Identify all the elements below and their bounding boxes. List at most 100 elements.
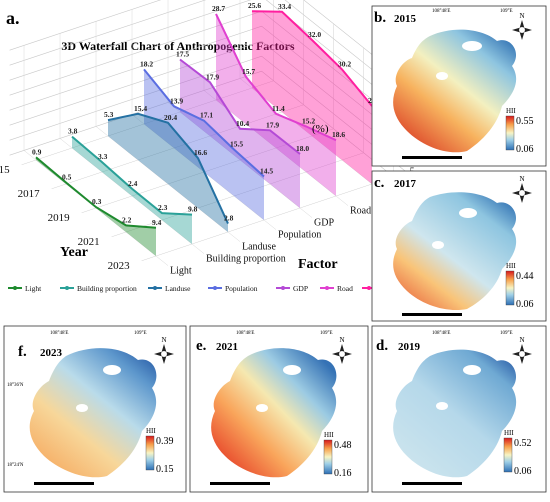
x-axis-label: Year	[60, 245, 88, 260]
legend-marker	[13, 286, 17, 290]
map-lon1: 108°48'E	[50, 331, 68, 336]
data-label: 17.9	[266, 120, 279, 129]
data-label: 15.2	[302, 116, 315, 125]
panel-a-letter: a.	[6, 8, 20, 28]
map-panel-2015: b. 2015 N HII 0.55 0.06 108°48'E 109°E	[371, 5, 547, 167]
data-label: 17.1	[200, 111, 213, 120]
map-lon1: 108°48'E	[432, 331, 450, 336]
year-tick-label: 2019	[48, 212, 71, 224]
series-line	[35, 156, 157, 229]
data-label: 18.0	[296, 144, 309, 153]
grid-line	[51, 0, 304, 190]
y-axis-label: Factor	[298, 257, 338, 272]
map-year: 2021	[216, 341, 238, 353]
hii-legend-title: HII	[506, 262, 516, 270]
data-label: 5.3	[104, 110, 114, 119]
map-lat1: 18°36'N	[7, 383, 24, 388]
chart-series-areas	[35, 10, 373, 256]
data-label: 25.6	[248, 1, 261, 10]
data-label: 18.2	[140, 59, 153, 68]
data-label: 2.2	[122, 215, 132, 224]
legend-marker	[325, 286, 329, 290]
data-label: 32.0	[308, 30, 321, 39]
grid-line	[167, 0, 313, 218]
grid-line	[111, 47, 364, 238]
north-label: N	[519, 336, 524, 344]
legend-marker	[367, 286, 371, 290]
map-lon2: 109°E	[500, 9, 513, 14]
data-label: 17.5	[176, 50, 189, 59]
series-line	[179, 58, 301, 155]
data-label: 3.8	[68, 127, 78, 136]
grid-line	[95, 21, 241, 242]
island-map	[393, 192, 517, 311]
hii-legend-title: HII	[504, 429, 514, 437]
map-lon1: 108°48'E	[432, 9, 450, 14]
series-line	[71, 135, 193, 216]
hii-legend-min: 0.06	[516, 144, 534, 155]
grid-line	[9, 40, 406, 157]
grid-line	[239, 0, 385, 194]
legend-marker	[65, 286, 69, 290]
legend-label: GDP	[293, 284, 308, 293]
factor-tick-label: Light	[170, 266, 192, 277]
data-label: 2.3	[158, 203, 168, 212]
hii-legend-min: 0.16	[334, 468, 352, 479]
series-area-gdp	[180, 59, 300, 208]
data-label: 9.8	[188, 205, 198, 214]
grid-line	[9, 25, 406, 142]
hii-legend-max: 0.55	[516, 116, 534, 127]
hii-legend-min: 0.15	[156, 464, 174, 475]
data-label: 16.6	[194, 148, 207, 157]
hii-legend-bar	[505, 115, 515, 151]
hii-legend-title: HII	[324, 431, 334, 439]
grid-line	[203, 0, 349, 206]
series-area-artificial-forest	[252, 11, 372, 185]
hii-legend-max: 0.44	[516, 271, 534, 282]
data-label: 9.4	[152, 218, 162, 227]
factor-tick-label: Building proportion	[206, 254, 286, 265]
year-axis-ticks: 2015 2017 2019 2021 2023	[0, 164, 130, 272]
year-tick-label: 2015	[0, 164, 10, 176]
series-line	[143, 68, 265, 178]
map-lon2: 109°E	[500, 331, 513, 336]
data-label: 15.4	[134, 104, 147, 113]
series-area-building-proportion	[72, 136, 192, 244]
legend-label: Landuse	[165, 284, 191, 293]
map-letter: f.	[18, 344, 27, 360]
map-year: 2017	[394, 178, 417, 190]
grid-line	[9, 70, 406, 187]
legend-label: Building proportion	[77, 284, 137, 293]
map-panel-2021: e. 2021 N HII 0.48 0.16 108°48'E 109°E	[189, 325, 369, 493]
hii-legend-min: 0.06	[514, 466, 532, 477]
data-label: 0.9	[32, 147, 42, 156]
data-label: 0.5	[62, 173, 72, 182]
factor-tick-label: Population	[278, 230, 321, 241]
data-label: 10.4	[236, 119, 249, 128]
north-label: N	[161, 336, 166, 344]
z-axis-label: (%)	[312, 123, 329, 135]
hii-legend-max: 0.39	[156, 436, 174, 447]
grid-line	[81, 23, 334, 214]
map-year: 2015	[394, 13, 417, 25]
north-label: N	[339, 336, 344, 344]
map-panel-2019: d. 2019 N HII 0.52 0.06 108°48'E 109°E	[371, 325, 547, 493]
hii-legend-max: 0.48	[334, 440, 352, 451]
map-letter: c.	[374, 175, 385, 191]
north-arrow: N	[512, 12, 532, 40]
scale-bar	[402, 156, 462, 159]
chart-legend: Light Building proportion Landuse Populatio…	[8, 284, 426, 293]
map-lat2: 18°24'N	[7, 463, 24, 468]
data-label: 11.4	[272, 104, 285, 113]
grid-line	[9, 55, 406, 172]
grid-line	[59, 33, 205, 254]
north-label: N	[519, 12, 524, 20]
grid-line	[9, 0, 406, 97]
map-year: 2023	[40, 347, 63, 359]
series-line	[107, 112, 229, 225]
grid-line	[23, 45, 169, 266]
legend-marker	[281, 286, 285, 290]
data-label: 3.3	[98, 152, 108, 161]
